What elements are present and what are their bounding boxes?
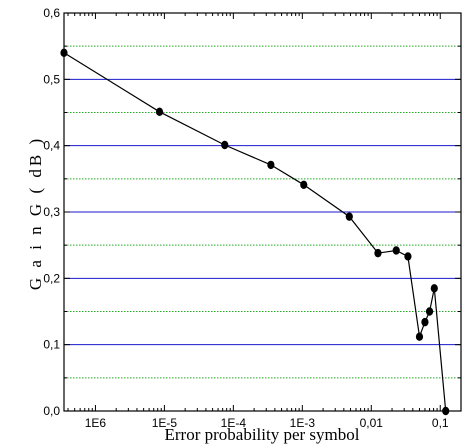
major-gridlines: [64, 78, 461, 346]
y-tick-label: 0,0: [43, 404, 60, 418]
data-point: [392, 246, 400, 255]
data-point: [345, 212, 353, 221]
y-axis-label: G a i n G ( dB ): [26, 136, 45, 290]
x-tick-label: 1E-3: [290, 416, 316, 430]
x-tick-label: 1E6: [85, 416, 107, 430]
data-point: [300, 180, 308, 190]
x-axis-label: Error probability per symbol: [165, 425, 360, 444]
y-tick-label: 0,5: [43, 72, 60, 86]
data-point: [415, 332, 424, 341]
x-tick-label: 0,1: [432, 416, 449, 430]
x-tick-label: 0,01: [360, 416, 384, 430]
x-tick-label: 1E-5: [152, 416, 178, 430]
y-tick-label: 0,4: [43, 139, 60, 153]
data-point: [374, 248, 382, 258]
plot-frame: [63, 12, 462, 412]
y-tick-label: 0,3: [43, 205, 60, 219]
y-tick-label: 0,1: [43, 338, 60, 352]
y-tick-labels: 0,0 0,1 0,2 0,3 0,4 0,5 0,6: [43, 6, 60, 418]
data-point: [267, 160, 275, 170]
y-tick-label: 0,2: [43, 271, 60, 285]
y-tick-label: 0,6: [43, 6, 60, 20]
data-point: [421, 317, 429, 327]
minor-gridlines: [64, 45, 461, 379]
x-tick-labels: 1E6 1E-5 1E-4 1E-3 0,01 0,1: [85, 416, 449, 430]
data-point: [430, 284, 438, 293]
data-point: [404, 252, 412, 261]
series-line: [63, 52, 447, 412]
data-point: [425, 307, 434, 316]
data-point: [221, 140, 229, 150]
data-point: [155, 107, 164, 117]
series-markers: [60, 48, 450, 416]
x-tick-label: 1E-4: [221, 416, 247, 430]
